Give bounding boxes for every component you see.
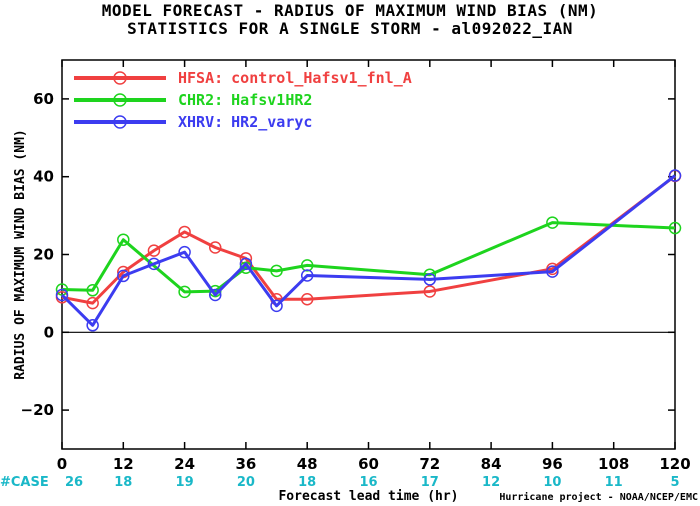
x-tick-label: 60 xyxy=(358,455,379,473)
x-tick-label: 72 xyxy=(419,455,440,473)
data-point xyxy=(209,288,222,302)
data-point xyxy=(117,269,130,283)
data-point xyxy=(546,216,559,229)
legend-marker xyxy=(113,115,127,129)
data-point xyxy=(117,233,130,246)
legend-marker xyxy=(113,93,127,107)
data-point xyxy=(423,285,437,298)
series-line xyxy=(60,174,676,327)
legend-entry: CHR2: Hafsv1HR2 xyxy=(74,91,312,109)
x-axis-label: Forecast lead time (hr) xyxy=(278,489,458,504)
legend-label: XHRV: HR2_varyc xyxy=(178,113,312,131)
series-hfsa xyxy=(55,169,682,310)
series-xhrv xyxy=(55,169,682,332)
data-point xyxy=(300,292,314,306)
case-count: 5 xyxy=(670,475,679,490)
case-count: 19 xyxy=(176,475,194,490)
legend-label: CHR2: Hafsv1HR2 xyxy=(178,91,312,109)
series-line xyxy=(61,174,676,305)
case-label: #CASE xyxy=(0,475,49,490)
case-count: 11 xyxy=(605,475,623,490)
data-point xyxy=(55,288,69,302)
data-point xyxy=(209,241,222,254)
chart-title: MODEL FORECAST - RADIUS OF MAXIMUM WIND … xyxy=(101,1,599,20)
case-count: 16 xyxy=(359,475,377,490)
data-point xyxy=(86,284,99,297)
x-tick-label: 36 xyxy=(235,455,256,473)
case-count: 10 xyxy=(543,475,561,490)
y-tick-label: 20 xyxy=(33,246,54,264)
case-count: 17 xyxy=(421,475,439,490)
x-tick-label: 48 xyxy=(297,455,318,473)
data-point xyxy=(546,265,559,278)
y-tick-label: 0 xyxy=(44,323,54,341)
x-tick-label: 108 xyxy=(598,455,629,473)
data-point xyxy=(178,245,191,259)
data-point xyxy=(668,221,682,235)
data-point xyxy=(86,296,99,310)
data-point xyxy=(423,273,437,286)
data-point xyxy=(668,169,682,182)
credit-text: Hurricane project - NOAA/NCEP/EMC xyxy=(499,491,698,503)
y-tick-label: −20 xyxy=(21,401,54,419)
data-point xyxy=(270,299,283,313)
x-tick-label: 0 xyxy=(57,455,67,473)
case-count: 26 xyxy=(65,475,83,490)
case-count: 20 xyxy=(237,475,255,490)
legend-entry: XHRV: HR2_varyc xyxy=(74,113,312,131)
series-chr2 xyxy=(55,216,682,299)
data-point xyxy=(147,257,161,271)
y-axis-label: RADIUS OF MAXIMUM WIND BIAS (NM) xyxy=(13,129,28,379)
x-tick-label: 24 xyxy=(174,455,195,473)
data-point xyxy=(147,244,161,257)
data-point xyxy=(178,285,191,299)
data-point xyxy=(300,269,314,282)
legend-entry: HFSA: control_Hafsv1_fnl_A xyxy=(74,69,412,87)
plot-frame xyxy=(61,59,676,450)
data-point xyxy=(178,225,191,239)
data-point xyxy=(239,257,253,271)
x-tick-label: 96 xyxy=(542,455,563,473)
x-tick-label: 12 xyxy=(113,455,134,473)
series-line xyxy=(61,221,676,294)
legend-label: HFSA: control_Hafsv1_fnl_A xyxy=(178,69,412,87)
case-count: 18 xyxy=(298,475,316,490)
y-tick-label: 60 xyxy=(33,90,54,108)
x-tick-label: 120 xyxy=(659,455,690,473)
x-tick-label: 84 xyxy=(481,455,502,473)
data-point xyxy=(270,264,283,278)
y-tick-label: 40 xyxy=(33,168,54,186)
data-point xyxy=(300,259,314,272)
case-count: 12 xyxy=(482,475,500,490)
legend-marker xyxy=(113,71,127,85)
case-count: 18 xyxy=(114,475,132,490)
data-point xyxy=(86,319,99,332)
chart-subtitle: STATISTICS FOR A SINGLE STORM - al092022… xyxy=(127,19,573,38)
